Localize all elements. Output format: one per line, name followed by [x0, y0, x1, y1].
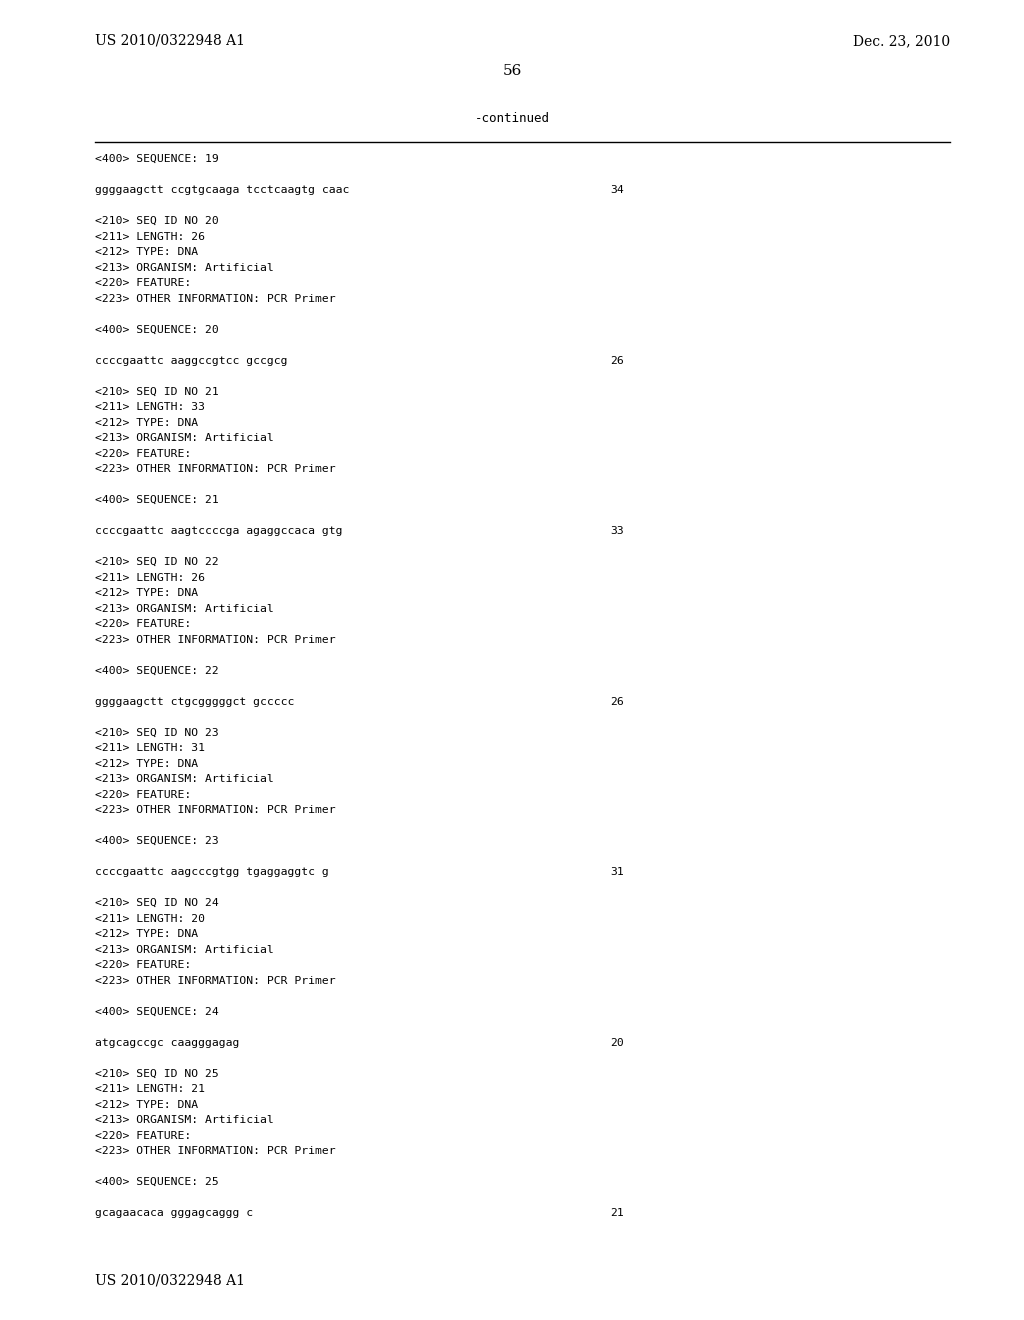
Text: <210> SEQ ID NO 24: <210> SEQ ID NO 24	[95, 898, 219, 908]
Text: <213> ORGANISM: Artificial: <213> ORGANISM: Artificial	[95, 1115, 273, 1125]
Text: <223> OTHER INFORMATION: PCR Primer: <223> OTHER INFORMATION: PCR Primer	[95, 1146, 336, 1156]
Text: <210> SEQ ID NO 20: <210> SEQ ID NO 20	[95, 216, 219, 226]
Text: <213> ORGANISM: Artificial: <213> ORGANISM: Artificial	[95, 945, 273, 954]
Text: <210> SEQ ID NO 22: <210> SEQ ID NO 22	[95, 557, 219, 568]
Text: <400> SEQUENCE: 22: <400> SEQUENCE: 22	[95, 665, 219, 676]
Text: <220> FEATURE:: <220> FEATURE:	[95, 619, 191, 630]
Text: 26: 26	[610, 355, 624, 366]
Text: <400> SEQUENCE: 24: <400> SEQUENCE: 24	[95, 1007, 219, 1016]
Text: <210> SEQ ID NO 25: <210> SEQ ID NO 25	[95, 1068, 219, 1078]
Text: <223> OTHER INFORMATION: PCR Primer: <223> OTHER INFORMATION: PCR Primer	[95, 635, 336, 644]
Text: Dec. 23, 2010: Dec. 23, 2010	[853, 34, 950, 48]
Text: atgcagccgc caagggagag: atgcagccgc caagggagag	[95, 1038, 240, 1048]
Text: <400> SEQUENCE: 21: <400> SEQUENCE: 21	[95, 495, 219, 506]
Text: <211> LENGTH: 21: <211> LENGTH: 21	[95, 1084, 205, 1094]
Text: <220> FEATURE:: <220> FEATURE:	[95, 449, 191, 458]
Text: <212> TYPE: DNA: <212> TYPE: DNA	[95, 1100, 198, 1110]
Text: <220> FEATURE:: <220> FEATURE:	[95, 279, 191, 288]
Text: <210> SEQ ID NO 23: <210> SEQ ID NO 23	[95, 727, 219, 738]
Text: 26: 26	[610, 697, 624, 706]
Text: ggggaagctt ctgcgggggct gccccc: ggggaagctt ctgcgggggct gccccc	[95, 697, 294, 706]
Text: <223> OTHER INFORMATION: PCR Primer: <223> OTHER INFORMATION: PCR Primer	[95, 805, 336, 814]
Text: 33: 33	[610, 525, 624, 536]
Text: <213> ORGANISM: Artificial: <213> ORGANISM: Artificial	[95, 603, 273, 614]
Text: <223> OTHER INFORMATION: PCR Primer: <223> OTHER INFORMATION: PCR Primer	[95, 293, 336, 304]
Text: <212> TYPE: DNA: <212> TYPE: DNA	[95, 417, 198, 428]
Text: <400> SEQUENCE: 23: <400> SEQUENCE: 23	[95, 836, 219, 846]
Text: ccccgaattc aagcccgtgg tgaggaggtc g: ccccgaattc aagcccgtgg tgaggaggtc g	[95, 867, 329, 876]
Text: <211> LENGTH: 26: <211> LENGTH: 26	[95, 573, 205, 582]
Text: <212> TYPE: DNA: <212> TYPE: DNA	[95, 759, 198, 768]
Text: <223> OTHER INFORMATION: PCR Primer: <223> OTHER INFORMATION: PCR Primer	[95, 465, 336, 474]
Text: <212> TYPE: DNA: <212> TYPE: DNA	[95, 587, 198, 598]
Text: <213> ORGANISM: Artificial: <213> ORGANISM: Artificial	[95, 433, 273, 444]
Text: <400> SEQUENCE: 19: <400> SEQUENCE: 19	[95, 154, 219, 164]
Text: <211> LENGTH: 31: <211> LENGTH: 31	[95, 743, 205, 752]
Text: <210> SEQ ID NO 21: <210> SEQ ID NO 21	[95, 387, 219, 396]
Text: US 2010/0322948 A1: US 2010/0322948 A1	[95, 34, 245, 48]
Text: <213> ORGANISM: Artificial: <213> ORGANISM: Artificial	[95, 774, 273, 784]
Text: 56: 56	[503, 63, 521, 78]
Text: gcagaacaca gggagcaggg c: gcagaacaca gggagcaggg c	[95, 1208, 253, 1218]
Text: <400> SEQUENCE: 25: <400> SEQUENCE: 25	[95, 1177, 219, 1187]
Text: 31: 31	[610, 867, 624, 876]
Text: <212> TYPE: DNA: <212> TYPE: DNA	[95, 247, 198, 257]
Text: <220> FEATURE:: <220> FEATURE:	[95, 1130, 191, 1140]
Text: <400> SEQUENCE: 20: <400> SEQUENCE: 20	[95, 325, 219, 334]
Text: <211> LENGTH: 26: <211> LENGTH: 26	[95, 231, 205, 242]
Text: <220> FEATURE:: <220> FEATURE:	[95, 789, 191, 800]
Text: <223> OTHER INFORMATION: PCR Primer: <223> OTHER INFORMATION: PCR Primer	[95, 975, 336, 986]
Text: ccccgaattc aaggccgtcc gccgcg: ccccgaattc aaggccgtcc gccgcg	[95, 355, 288, 366]
Text: <213> ORGANISM: Artificial: <213> ORGANISM: Artificial	[95, 263, 273, 272]
Text: ccccgaattc aagtccccga agaggccaca gtg: ccccgaattc aagtccccga agaggccaca gtg	[95, 525, 342, 536]
Text: 34: 34	[610, 185, 624, 195]
Text: <212> TYPE: DNA: <212> TYPE: DNA	[95, 929, 198, 939]
Text: <211> LENGTH: 33: <211> LENGTH: 33	[95, 403, 205, 412]
Text: <211> LENGTH: 20: <211> LENGTH: 20	[95, 913, 205, 924]
Text: ggggaagctt ccgtgcaaga tcctcaagtg caac: ggggaagctt ccgtgcaaga tcctcaagtg caac	[95, 185, 349, 195]
Text: US 2010/0322948 A1: US 2010/0322948 A1	[95, 1274, 245, 1288]
Text: -continued: -continued	[474, 112, 550, 125]
Text: 21: 21	[610, 1208, 624, 1218]
Text: <220> FEATURE:: <220> FEATURE:	[95, 960, 191, 970]
Text: 20: 20	[610, 1038, 624, 1048]
